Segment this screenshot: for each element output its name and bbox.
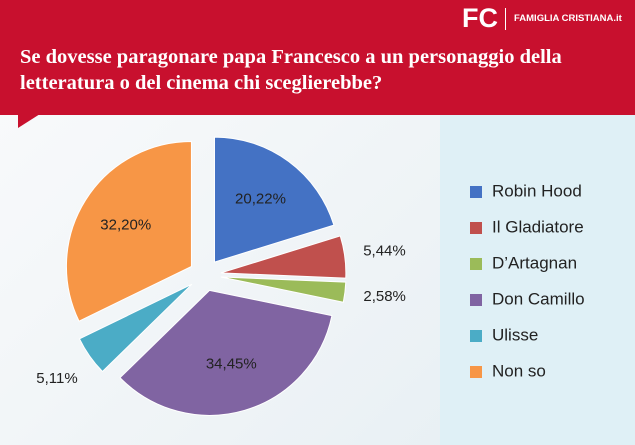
legend-swatch xyxy=(470,366,482,378)
legend-label: Il Gladiatore xyxy=(492,217,584,236)
header-notch xyxy=(18,114,40,128)
legend-swatch xyxy=(470,294,482,306)
pie-slice xyxy=(220,276,347,303)
value-label: 5,44% xyxy=(363,243,406,260)
pie-slice xyxy=(213,136,335,263)
legend-swatch xyxy=(470,258,482,270)
value-label: 34,45% xyxy=(206,356,257,373)
value-label: 5,11% xyxy=(36,370,77,387)
pie-slice xyxy=(65,141,192,322)
chart-title: Se dovesse paragonare papa Francesco a u… xyxy=(20,46,562,94)
pie-slice xyxy=(78,283,193,373)
legend-label: Robin Hood xyxy=(492,181,582,200)
legend-label: Don Camillo xyxy=(492,289,585,308)
background-panel xyxy=(440,115,635,445)
brand: FAMIGLIA CRISTIANA.it xyxy=(514,13,622,24)
legend-swatch xyxy=(470,330,482,342)
pie-slice xyxy=(119,289,333,416)
logo: FC xyxy=(462,3,498,33)
logo-separator xyxy=(505,8,506,30)
pie-slice xyxy=(220,235,347,279)
header: FC FAMIGLIA CRISTIANA.it Se dovesse para… xyxy=(0,0,635,115)
legend-label: Non so xyxy=(492,361,546,380)
legend-swatch xyxy=(470,222,482,234)
value-label: 32,20% xyxy=(100,216,151,233)
value-label: 20,22% xyxy=(235,191,286,208)
value-label: 2,58% xyxy=(363,288,406,305)
legend-label: D’Artagnan xyxy=(492,253,577,272)
legend-swatch xyxy=(470,186,482,198)
legend-label: Ulisse xyxy=(492,325,538,344)
